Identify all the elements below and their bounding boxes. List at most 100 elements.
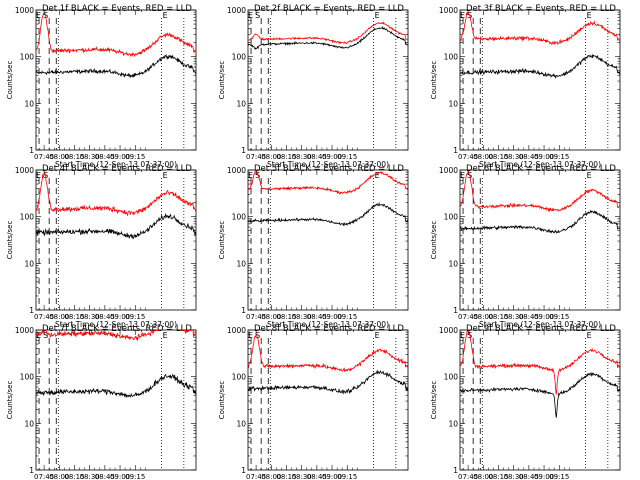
panel-title: Det 8f BLACK = Events, RED = LLD: [254, 324, 404, 334]
series-events-line: [460, 209, 620, 234]
x-tick-label: 08:30: [80, 153, 100, 161]
x-tick-label: 07:45: [34, 473, 54, 480]
x-axis-label: Start Time (12-Sep-13 07:37:00): [267, 320, 389, 329]
series-lld-line: [248, 21, 408, 45]
x-tick-label: 08:30: [504, 313, 524, 321]
x-tick-label: 09:00: [110, 473, 130, 480]
series-lld-line: [460, 11, 620, 45]
panel-title: Det 4f BLACK = Events, RED = LLD: [42, 164, 192, 174]
marker-label-e: E: [460, 331, 465, 340]
x-tick-label: 08:15: [64, 313, 84, 321]
chart-panel-5: Det 5f BLACK = Events, RED = LLD 1 10 100 10…: [218, 164, 409, 329]
x-tick-label: 08:45: [307, 473, 327, 480]
x-tick-label: 09:00: [322, 473, 342, 480]
y-tick-label: 100: [444, 373, 459, 382]
y-axis-label: Counts/sec: [6, 381, 14, 420]
x-tick-label: 09:00: [322, 153, 342, 161]
series-lld-line: [36, 330, 196, 342]
x-tick-label: 08:00: [261, 313, 281, 321]
series-lld-line: [36, 171, 196, 216]
marker-label-s: S: [255, 331, 260, 340]
marker-label-e: E: [36, 171, 41, 180]
marker-label-e: E: [36, 11, 41, 20]
x-tick-label: 07:45: [458, 313, 478, 321]
panel-title: Det 5f BLACK = Events, RED = LLD: [254, 164, 404, 174]
x-tick-label: 07:45: [458, 153, 478, 161]
y-tick-label: 100: [444, 213, 459, 222]
y-tick-label: 1: [453, 146, 458, 155]
y-tick-label: 10: [236, 99, 246, 108]
y-tick-label: 1000: [15, 166, 34, 175]
x-tick-label: 08:15: [488, 313, 508, 321]
x-tick-label: 08:00: [49, 153, 69, 161]
plot-frame: [247, 9, 409, 151]
x-tick-label: 08:45: [307, 153, 327, 161]
chart-panel-8: Det 8f BLACK = Events, RED = LLD 1 10 100 10…: [218, 324, 409, 480]
plot-frame: [459, 329, 621, 471]
y-tick-label: 1: [241, 306, 246, 315]
marker-label-s: S: [255, 11, 260, 20]
marker-label-e: E: [375, 11, 380, 20]
x-tick-label: 07:45: [34, 153, 54, 161]
x-axis-label: Start Time (12-Sep-13 07:37:00): [479, 160, 601, 169]
y-axis-label: Counts/sec: [218, 61, 226, 100]
x-tick-label: 08:15: [64, 153, 84, 161]
x-tick-label: 07:45: [34, 313, 54, 321]
y-tick-label: 10: [448, 99, 458, 108]
series-lld-line: [460, 330, 620, 395]
series-events-line: [248, 201, 408, 227]
y-axis-label: Counts/sec: [430, 221, 438, 260]
chart-panel-6: Det 6f BLACK = Events, RED = LLD 1 10 100 10…: [430, 164, 621, 329]
y-tick-label: 10: [236, 419, 246, 428]
series-events-line: [460, 53, 620, 79]
y-tick-label: 1000: [227, 6, 246, 15]
y-tick-label: 1: [241, 146, 246, 155]
x-tick-label: 08:15: [488, 153, 508, 161]
plot-frame: [459, 9, 621, 151]
x-tick-label: 09:00: [534, 153, 554, 161]
marker-label-e: E: [248, 11, 253, 20]
x-tick-label: 09:15: [549, 473, 569, 480]
y-tick-label: 10: [24, 259, 34, 268]
marker-label-e: E: [36, 331, 41, 340]
y-axis-label: Counts/sec: [218, 221, 226, 260]
x-tick-label: 08:00: [49, 313, 69, 321]
chart-panel-9: Det 9f BLACK = Events, RED = LLD 1 10 100 10…: [430, 324, 621, 480]
series-events-line: [36, 212, 196, 240]
x-tick-label: 08:30: [292, 313, 312, 321]
x-tick-label: 07:45: [246, 313, 266, 321]
x-tick-label: 08:15: [276, 153, 296, 161]
x-tick-label: 08:15: [276, 473, 296, 480]
y-tick-label: 100: [232, 373, 247, 382]
x-tick-label: 08:00: [473, 313, 493, 321]
chart-panel-2: Det 2f BLACK = Events, RED = LLD 1 10 100 10…: [218, 4, 409, 169]
x-tick-label: 08:30: [292, 153, 312, 161]
x-tick-label: 08:30: [80, 473, 100, 480]
panel-title: Det 7f BLACK = Events, RED = LLD: [42, 324, 192, 334]
plot-frame: [459, 169, 621, 311]
chart-panel-4: Det 4f BLACK = Events, RED = LLD 1 10 100 10…: [6, 164, 197, 329]
plot-frame: [247, 329, 409, 471]
x-tick-label: 09:15: [337, 313, 357, 321]
y-tick-label: 1000: [439, 326, 458, 335]
x-axis-label: Start Time (12-Sep-13 07:37:00): [479, 320, 601, 329]
panel-title: Det 2f BLACK = Events, RED = LLD: [254, 4, 404, 14]
x-tick-label: 08:15: [488, 473, 508, 480]
marker-label-s: S: [255, 171, 260, 180]
x-tick-label: 07:45: [458, 473, 478, 480]
y-tick-label: 100: [232, 213, 247, 222]
panel-title: Det 3f BLACK = Events, RED = LLD: [466, 4, 616, 14]
x-tick-label: 08:45: [95, 313, 115, 321]
y-axis-label: Counts/sec: [430, 61, 438, 100]
x-tick-label: 07:45: [246, 473, 266, 480]
x-tick-label: 08:45: [95, 153, 115, 161]
x-tick-label: 08:45: [519, 153, 539, 161]
x-tick-label: 09:00: [534, 473, 554, 480]
y-tick-label: 100: [232, 53, 247, 62]
x-tick-label: 08:00: [49, 473, 69, 480]
marker-label-e: E: [375, 171, 380, 180]
chart-panel-3: Det 3f BLACK = Events, RED = LLD 1 10 100 10…: [430, 4, 621, 169]
x-tick-label: 08:45: [95, 473, 115, 480]
chart-panel-1: Det 1f BLACK = Events, RED = LLD 1 10 100 10…: [6, 4, 197, 169]
